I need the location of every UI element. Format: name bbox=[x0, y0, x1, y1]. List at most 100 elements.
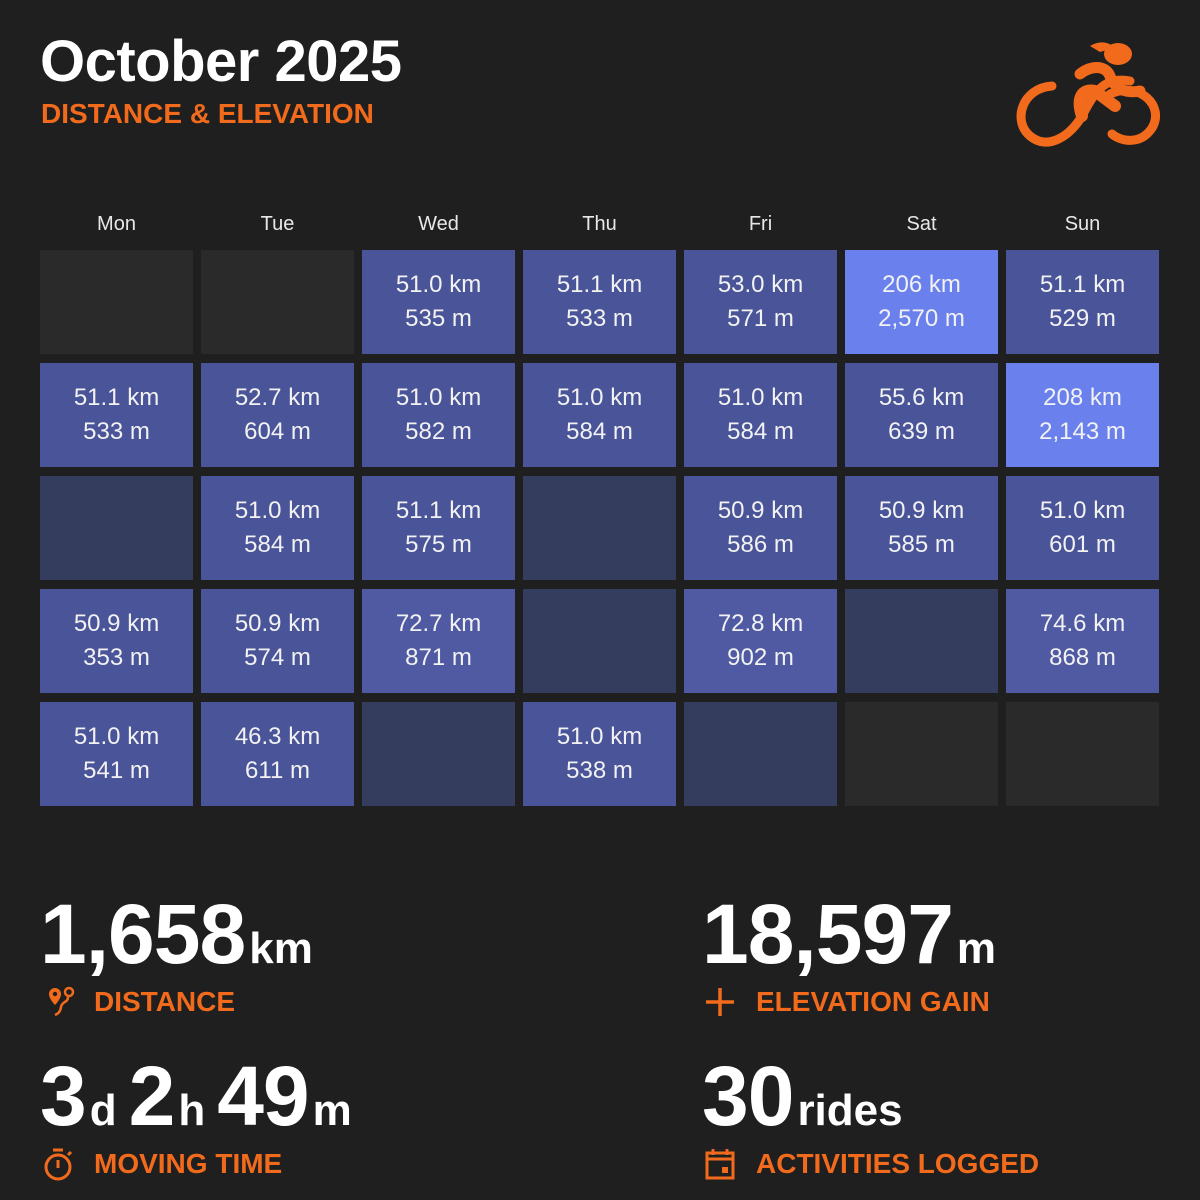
ride-day-cell: 51.0 km 541 m bbox=[40, 702, 193, 806]
ride-day-cell: 51.0 km 584 m bbox=[201, 476, 354, 580]
ride-day-cell: 50.9 km 585 m bbox=[845, 476, 998, 580]
cell-distance: 53.0 km bbox=[717, 271, 804, 298]
days-value: 3 bbox=[40, 1049, 87, 1143]
weekday-label: Fri bbox=[748, 213, 773, 235]
elevation-value: 18,597 bbox=[702, 887, 954, 981]
cell-elevation: 541 m bbox=[83, 757, 150, 784]
distance-stat: 1,658km DISTANCE bbox=[40, 892, 325, 1020]
ride-day-cell: 51.1 km 533 m bbox=[40, 363, 193, 467]
minutes-value: 49 bbox=[217, 1049, 309, 1143]
weekday-label: Sun bbox=[1064, 213, 1101, 235]
stopwatch-icon bbox=[44, 1148, 73, 1181]
cell-elevation: 584 m bbox=[244, 531, 311, 558]
cell-elevation: 902 m bbox=[727, 644, 794, 671]
ride-day-cell: 51.0 km 584 m bbox=[523, 363, 676, 467]
empty-cell bbox=[201, 250, 354, 354]
ride-day-cell: 51.1 km 529 m bbox=[1006, 250, 1159, 354]
ride-day-cell: 51.1 km 533 m bbox=[523, 250, 676, 354]
ride-day-cell: 74.6 km 868 m bbox=[1006, 589, 1159, 693]
route-icon bbox=[49, 986, 75, 1017]
minutes-unit: m bbox=[312, 1086, 352, 1135]
moving-time-stat: 3d 2h 49m MOVING TIME bbox=[40, 1054, 364, 1182]
weekday-label: Tue bbox=[260, 213, 295, 235]
ride-day-cell: 206 km 2,570 m bbox=[845, 250, 998, 354]
cell-elevation: 529 m bbox=[1049, 305, 1116, 332]
rest-day-cell bbox=[523, 589, 676, 693]
ride-day-cell: 46.3 km 611 m bbox=[201, 702, 354, 806]
cell-distance: 51.0 km bbox=[73, 723, 160, 750]
cell-elevation: 871 m bbox=[405, 644, 472, 671]
cell-elevation: 533 m bbox=[566, 305, 633, 332]
distance-label: DISTANCE bbox=[94, 986, 236, 1017]
cell-elevation: 575 m bbox=[405, 531, 472, 558]
page-title: October 2025 bbox=[40, 29, 402, 94]
cell-distance: 55.6 km bbox=[878, 384, 965, 411]
ride-day-cell: 51.1 km 575 m bbox=[362, 476, 515, 580]
weekday-label: Mon bbox=[97, 213, 136, 235]
rest-day-cell bbox=[684, 702, 837, 806]
elevation-stat: 18,597m ELEVATION GAIN bbox=[702, 892, 1008, 1020]
elevation-unit: m bbox=[956, 924, 997, 973]
cell-distance: 51.1 km bbox=[1039, 271, 1126, 298]
cell-elevation: 584 m bbox=[727, 418, 794, 445]
ride-day-cell: 72.7 km 871 m bbox=[362, 589, 515, 693]
cell-distance: 51.1 km bbox=[556, 271, 643, 298]
ride-day-cell: 51.0 km 582 m bbox=[362, 363, 515, 467]
cell-distance: 51.1 km bbox=[73, 384, 160, 411]
cell-distance: 206 km bbox=[882, 271, 961, 298]
cell-distance: 72.7 km bbox=[395, 610, 482, 637]
cell-distance: 50.9 km bbox=[878, 497, 965, 524]
cell-distance: 51.1 km bbox=[395, 497, 482, 524]
empty-cell bbox=[845, 702, 998, 806]
hours-value: 2 bbox=[128, 1049, 176, 1143]
cell-distance: 50.9 km bbox=[717, 497, 804, 524]
cell-elevation: 571 m bbox=[727, 305, 794, 332]
weekday-label: Sat bbox=[906, 213, 937, 235]
weekday-header: Mon Tue Wed Thu Fri Sat Sun bbox=[40, 213, 1160, 236]
cell-elevation: 601 m bbox=[1049, 531, 1116, 558]
cell-elevation: 574 m bbox=[244, 644, 311, 671]
ride-day-cell: 51.0 km 535 m bbox=[362, 250, 515, 354]
cell-elevation: 585 m bbox=[888, 531, 955, 558]
cell-elevation: 538 m bbox=[566, 757, 633, 784]
cell-elevation: 611 m bbox=[245, 757, 310, 784]
ride-day-cell: 50.9 km 574 m bbox=[201, 589, 354, 693]
plus-icon bbox=[706, 988, 734, 1016]
cell-distance: 51.0 km bbox=[395, 384, 482, 411]
cell-elevation: 582 m bbox=[405, 418, 472, 445]
elevation-label: ELEVATION GAIN bbox=[756, 986, 990, 1017]
rides-label: ACTIVITIES LOGGED bbox=[756, 1148, 1040, 1179]
cell-elevation: 353 m bbox=[83, 644, 150, 671]
cell-distance: 51.0 km bbox=[717, 384, 804, 411]
cell-elevation: 586 m bbox=[727, 531, 794, 558]
cell-distance: 51.0 km bbox=[556, 723, 643, 750]
distance-value: 1,658 bbox=[40, 887, 246, 981]
cell-elevation: 535 m bbox=[405, 305, 472, 332]
cell-distance: 51.0 km bbox=[1039, 497, 1126, 524]
cell-distance: 46.3 km bbox=[234, 723, 321, 750]
rides-unit: rides bbox=[797, 1086, 903, 1135]
cell-distance: 52.7 km bbox=[234, 384, 321, 411]
cell-distance: 72.8 km bbox=[717, 610, 804, 637]
cell-distance: 51.0 km bbox=[395, 271, 482, 298]
distance-unit: km bbox=[249, 924, 313, 973]
rest-day-cell bbox=[40, 476, 193, 580]
weekday-label: Wed bbox=[418, 213, 459, 235]
cell-elevation: 2,143 m bbox=[1039, 418, 1126, 445]
calendar-heatmap: 51.0 km 535 m 51.1 km 533 m 53.0 km 571 m 206 … bbox=[40, 250, 1159, 806]
cell-elevation: 2,570 m bbox=[878, 305, 965, 332]
calendar-icon bbox=[705, 1149, 735, 1180]
days-unit: d bbox=[89, 1086, 117, 1135]
cell-distance: 50.9 km bbox=[234, 610, 321, 637]
rides-stat: 30rides ACTIVITIES LOGGED bbox=[702, 1054, 1039, 1182]
ride-day-cell: 51.0 km 538 m bbox=[523, 702, 676, 806]
ride-day-cell: 72.8 km 902 m bbox=[684, 589, 837, 693]
ride-day-cell: 52.7 km 604 m bbox=[201, 363, 354, 467]
ride-day-cell: 208 km 2,143 m bbox=[1006, 363, 1159, 467]
cell-elevation: 533 m bbox=[83, 418, 150, 445]
ride-day-cell: 53.0 km 571 m bbox=[684, 250, 837, 354]
weekday-label: Thu bbox=[582, 213, 617, 235]
cell-distance: 51.0 km bbox=[556, 384, 643, 411]
ride-day-cell: 51.0 km 584 m bbox=[684, 363, 837, 467]
cell-elevation: 584 m bbox=[566, 418, 633, 445]
